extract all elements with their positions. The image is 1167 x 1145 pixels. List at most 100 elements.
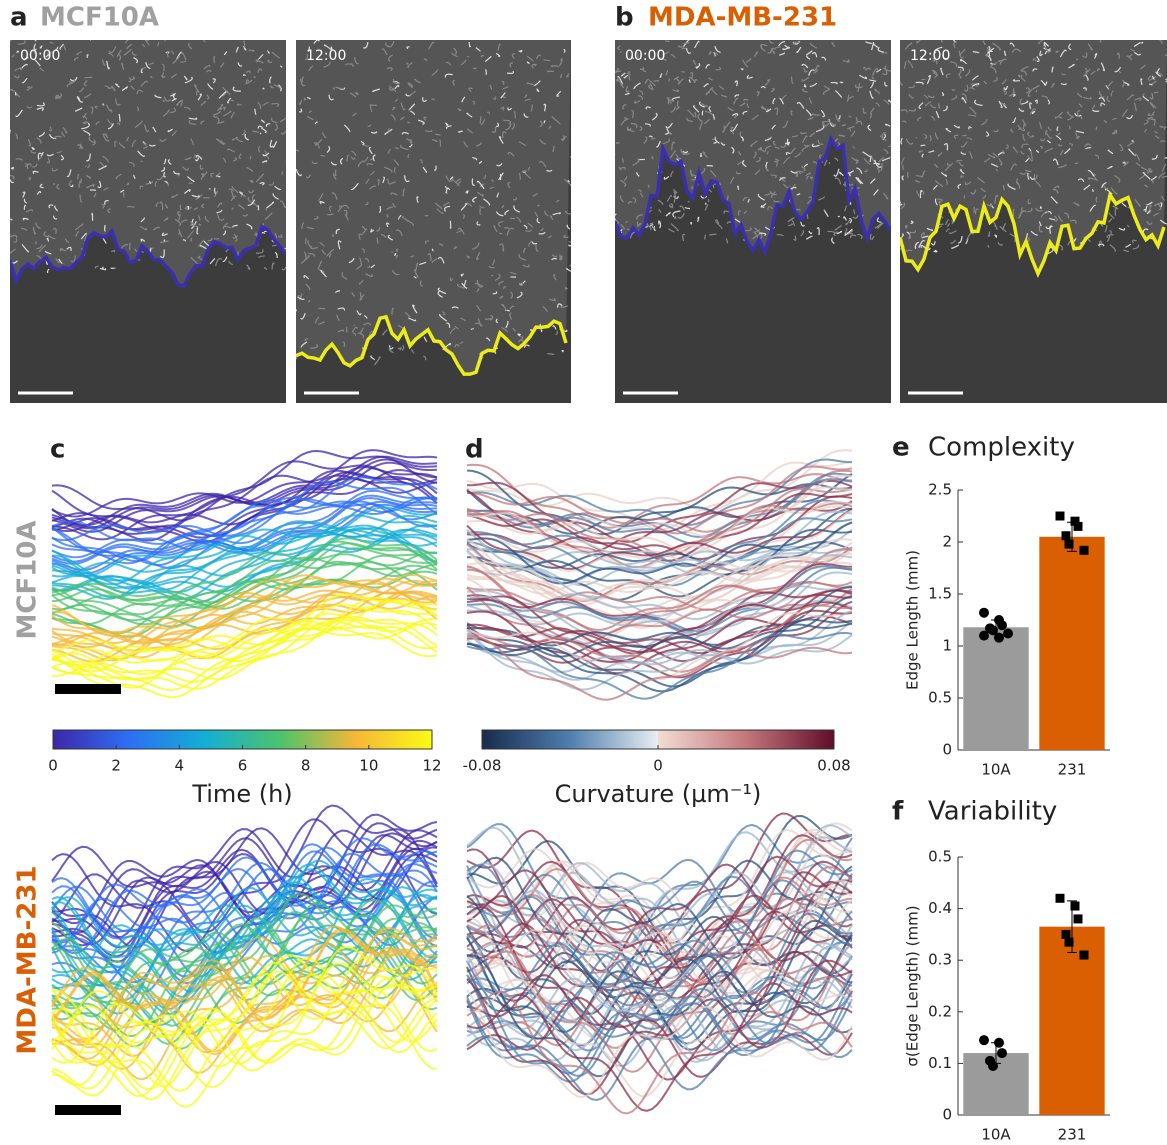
x-tick-label: 231 xyxy=(1058,761,1087,779)
cell xyxy=(1094,174,1095,175)
timestamp: 00:00 xyxy=(20,48,60,64)
cell xyxy=(286,160,289,162)
colorbar-label: Curvature (µm⁻¹) xyxy=(555,780,762,808)
panel-letter: f xyxy=(892,797,904,827)
cell xyxy=(547,354,554,355)
cell xyxy=(92,213,93,220)
cell xyxy=(105,225,106,231)
data-point xyxy=(1056,512,1065,521)
data-point xyxy=(979,608,989,618)
row-label: MDA-MB-231 xyxy=(13,865,43,1054)
colorbar-tick-label: 6 xyxy=(238,757,248,775)
cell xyxy=(1069,126,1070,129)
cell xyxy=(1132,141,1134,142)
scale-bar xyxy=(55,1105,121,1115)
bar xyxy=(1039,537,1104,750)
micrograph xyxy=(6,34,289,403)
data-point xyxy=(1065,938,1074,947)
panel-title: MCF10A xyxy=(40,3,159,33)
y-tick-label: 2.5 xyxy=(928,481,952,499)
data-point xyxy=(1062,930,1071,939)
data-point xyxy=(997,1048,1007,1058)
cell xyxy=(1040,206,1042,208)
data-point xyxy=(1003,629,1013,639)
data-point xyxy=(1065,540,1074,549)
cell xyxy=(266,208,267,210)
cell xyxy=(816,37,821,40)
cell xyxy=(562,351,564,353)
cell xyxy=(689,80,690,83)
data-point xyxy=(1062,531,1071,540)
cell-sheet xyxy=(296,40,571,374)
y-axis-label: Edge Length (mm) xyxy=(904,550,922,690)
cell xyxy=(492,275,493,276)
panel-letter: e xyxy=(892,433,910,463)
timestamp: 12:00 xyxy=(306,48,346,64)
timestamp: 12:00 xyxy=(910,48,950,64)
cell xyxy=(1093,189,1094,191)
cell xyxy=(203,198,209,199)
cell xyxy=(369,105,376,106)
cell xyxy=(6,233,11,234)
micrograph xyxy=(612,37,893,403)
y-tick-label: 0.5 xyxy=(928,689,952,707)
cell xyxy=(665,41,669,42)
y-tick-label: 1.5 xyxy=(928,585,952,603)
cell xyxy=(320,156,325,157)
micrograph xyxy=(897,35,1167,403)
cell xyxy=(54,238,55,239)
cell xyxy=(920,145,925,146)
data-point xyxy=(1074,914,1083,923)
timestamp: 00:00 xyxy=(625,48,665,64)
cell xyxy=(1151,170,1152,172)
panel-letter: c xyxy=(50,435,65,465)
panel-letter: b xyxy=(615,3,634,33)
chart-title: Variability xyxy=(928,797,1057,827)
cell xyxy=(499,233,502,234)
data-point xyxy=(1071,902,1080,911)
bar xyxy=(963,627,1028,750)
cell xyxy=(612,152,615,155)
cell xyxy=(741,68,743,69)
colorbar-tick-label: 2 xyxy=(111,757,121,775)
y-tick-label: 0.5 xyxy=(928,848,952,866)
data-point xyxy=(1080,546,1089,555)
cell xyxy=(738,186,739,190)
cell xyxy=(1018,129,1020,130)
cell xyxy=(1081,116,1082,118)
cell xyxy=(295,309,296,311)
y-tick-label: 1 xyxy=(942,637,952,655)
y-tick-label: 0.3 xyxy=(928,951,952,969)
colorbar-tick-label: 0.08 xyxy=(817,757,850,775)
x-tick-label: 10A xyxy=(981,1126,1011,1144)
row-label: MCF10A xyxy=(13,520,43,639)
cell xyxy=(1013,209,1014,216)
cell xyxy=(263,223,264,225)
cell xyxy=(163,101,165,102)
data-point xyxy=(979,1035,989,1045)
content: 00:0012:0000:0012:00024681012Time (h)-0.… xyxy=(6,34,1167,1144)
colorbar-tick-label: 10 xyxy=(359,757,378,775)
y-tick-label: 0 xyxy=(942,1106,952,1124)
cell xyxy=(406,63,408,64)
cell xyxy=(440,139,441,146)
cell xyxy=(916,137,917,138)
y-tick-label: 0 xyxy=(942,741,952,759)
cell xyxy=(807,214,808,219)
cell xyxy=(1141,42,1143,43)
data-point xyxy=(994,633,1004,643)
colorbar-tick-label: 12 xyxy=(422,757,441,775)
cell xyxy=(263,88,264,89)
colorbar-tick-label: 8 xyxy=(301,757,311,775)
cell xyxy=(145,34,151,41)
y-axis-label: σ(Edge Length) (mm) xyxy=(904,905,922,1066)
cell xyxy=(473,68,476,69)
cell xyxy=(838,216,839,217)
cell xyxy=(89,34,92,40)
y-tick-label: 2 xyxy=(942,533,952,551)
x-tick-label: 231 xyxy=(1058,1126,1087,1144)
cell xyxy=(124,192,125,197)
figure: a MCF10A b MDA-MB-231 c d MCF10A MDA-MB-… xyxy=(0,0,1167,1145)
y-tick-label: 0.4 xyxy=(928,899,952,917)
data-point xyxy=(979,631,989,641)
